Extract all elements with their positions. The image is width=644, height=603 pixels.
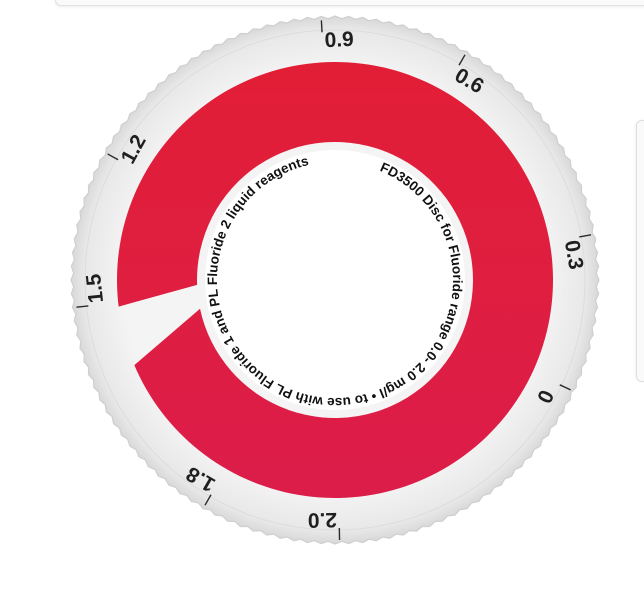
color-band xyxy=(117,61,553,498)
scale-tick xyxy=(76,305,89,308)
top-card-edge xyxy=(55,0,644,6)
disc-rim-inner-line xyxy=(84,29,586,531)
scale-tick xyxy=(458,54,466,66)
scale-tick xyxy=(320,20,323,33)
scale-label: 0.3 xyxy=(560,239,588,272)
side-card-edge xyxy=(636,120,644,382)
scale-label: 2.0 xyxy=(308,508,338,532)
inner-label-area xyxy=(205,150,465,410)
scale-tick xyxy=(579,234,592,238)
scale-tick xyxy=(107,153,119,161)
scale-tick xyxy=(204,494,212,506)
scale-tick xyxy=(559,384,571,391)
scale-label: 0.9 xyxy=(324,28,354,52)
scale-label: 1.5 xyxy=(82,272,108,304)
